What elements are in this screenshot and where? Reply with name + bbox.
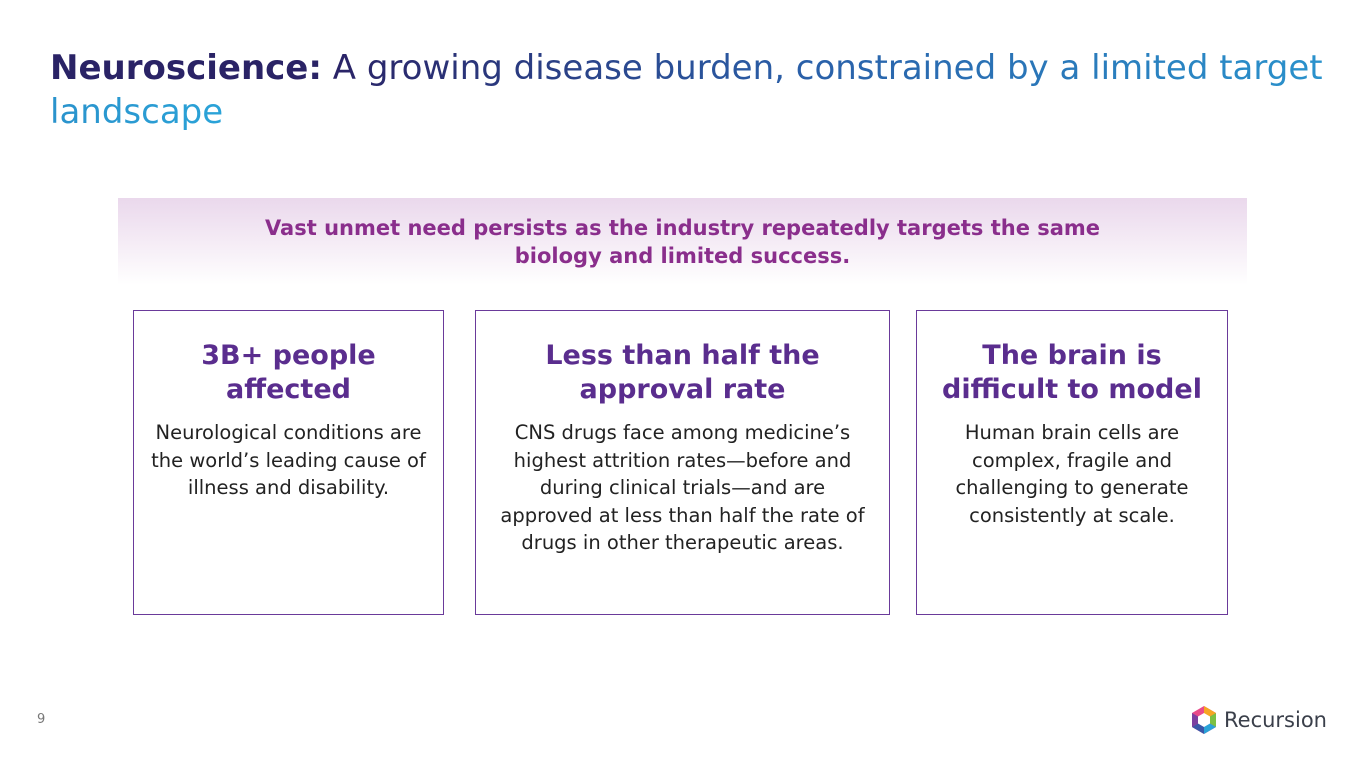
- card: The brain is difficult to model Human br…: [916, 310, 1228, 615]
- logo-icon: [1192, 706, 1216, 734]
- card-heading: The brain is difficult to model: [942, 340, 1202, 405]
- logo: Recursion: [1190, 705, 1327, 735]
- card-heading: Less than half the approval rate: [545, 340, 820, 405]
- card-body: Human brain cells are complex, fragile a…: [955, 421, 1189, 527]
- card: 3B+ people affected Neurological conditi…: [133, 310, 444, 615]
- card-body: Neurological conditions are the world’s …: [151, 421, 426, 499]
- banner-text: Vast unmet need persists as the industry…: [264, 215, 1101, 268]
- card-heading: 3B+ people affected: [201, 340, 376, 405]
- title-bold: Neuroscience:: [50, 48, 322, 88]
- card-body: CNS drugs face among medicine’s highest …: [500, 421, 865, 554]
- page-number: 9: [37, 712, 46, 727]
- title-rest: A growing disease burden, constrained by…: [50, 48, 1323, 132]
- slide-title: Neuroscience: A growing disease burden, …: [50, 46, 1330, 134]
- banner: Vast unmet need persists as the industry…: [118, 198, 1247, 285]
- card: Less than half the approval rate CNS dru…: [475, 310, 890, 615]
- logo-text: Recursion: [1224, 708, 1327, 732]
